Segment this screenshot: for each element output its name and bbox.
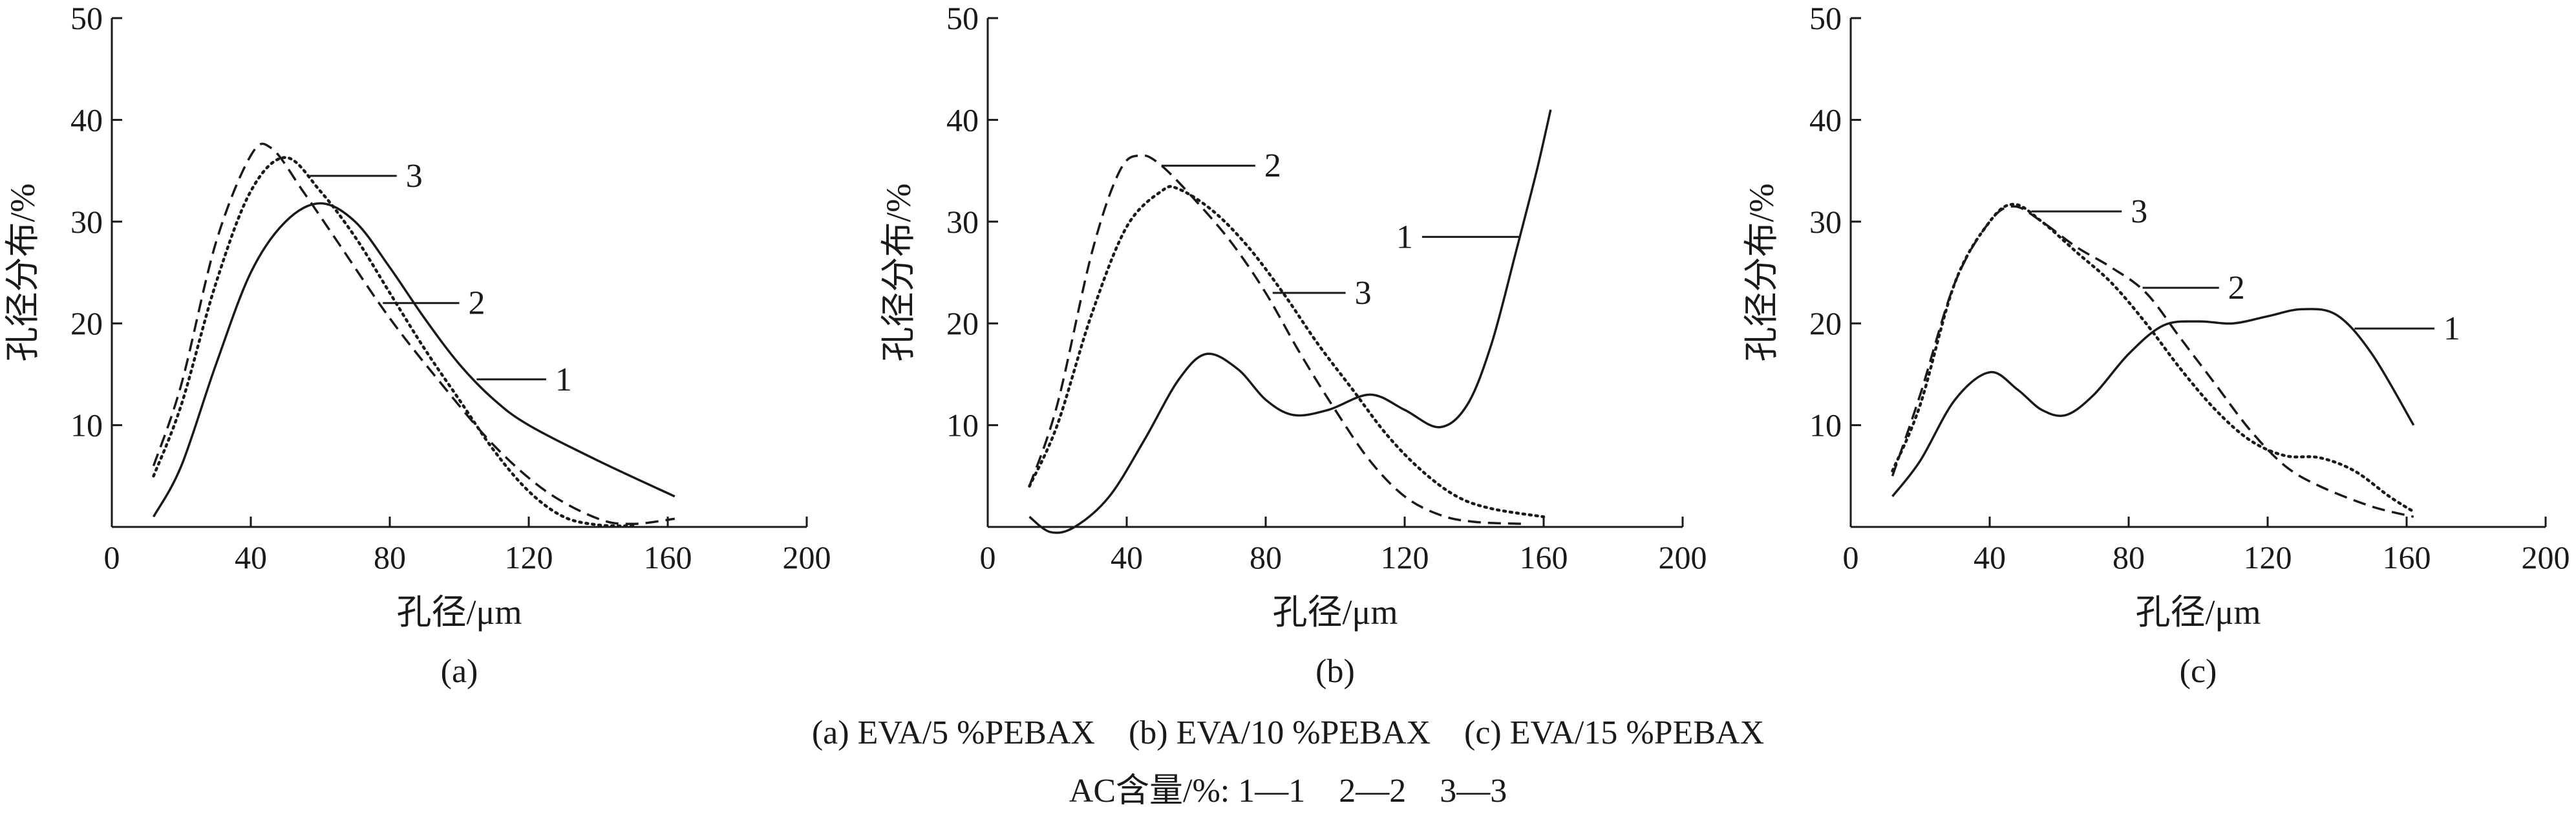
panel-a-y-tick-label: 20 bbox=[70, 305, 103, 341]
panel-a-y-tick-label: 10 bbox=[70, 407, 103, 444]
panel-a-annotation-3-label: 3 bbox=[406, 158, 423, 195]
panel-a-panel-label: (a) bbox=[441, 653, 478, 690]
panel-a-series-3-line bbox=[152, 156, 635, 528]
panel-b-y-axis-label: 孔径分布/% bbox=[879, 184, 918, 362]
panel-b-y-tick-label: 20 bbox=[946, 305, 979, 341]
panel-c-x-tick-label: 200 bbox=[2522, 539, 2570, 575]
panel-a-annotation-2-label: 2 bbox=[469, 285, 485, 322]
figure-caption-panels: (a) EVA/5 %PEBAX (b) EVA/10 %PEBAX (c) E… bbox=[811, 714, 1765, 751]
panel-b-y-tick-label: 50 bbox=[946, 0, 979, 36]
panel-c: 0 40 80 120 160 200 10 20 30 40 50 孔径/μm 孔径分布/% (c) 1 2… bbox=[1742, 0, 2570, 690]
panel-b-annotation-3-label: 3 bbox=[1355, 275, 1372, 312]
panel-c-annotation-1-label: 1 bbox=[2443, 310, 2460, 347]
panel-a-x-tick-label: 80 bbox=[374, 539, 406, 575]
panel-b-x-tick-label: 160 bbox=[1520, 539, 1568, 575]
panel-b: 0 40 80 120 160 200 10 20 30 40 50 孔径/μm 孔径分布/% (b) 1 2… bbox=[879, 0, 1707, 690]
panel-c-y-tick-label: 10 bbox=[1809, 407, 1842, 444]
panel-b-panel-label: (b) bbox=[1315, 653, 1355, 690]
panel-b-y-tick-label: 10 bbox=[946, 407, 979, 444]
panel-c-series-3-line bbox=[1891, 202, 2416, 513]
panel-c-y-tick-label: 40 bbox=[1809, 102, 1842, 138]
panel-a-y-tick-label: 40 bbox=[70, 102, 103, 138]
panel-a-y-tick-label: 30 bbox=[70, 204, 103, 240]
panel-c-x-tick-label: 40 bbox=[1974, 539, 2006, 575]
panel-a-series-1-line bbox=[152, 202, 676, 518]
panel-c-x-tick-label: 120 bbox=[2244, 539, 2292, 575]
panel-c-y-tick-label: 30 bbox=[1809, 204, 1842, 240]
panel-a: 0 40 80 120 160 200 10 20 30 40 50 孔径/μm 孔径分布/% (a) 1 2… bbox=[3, 0, 831, 690]
panel-c-x-axis-label: 孔径/μm bbox=[2136, 593, 2261, 632]
panel-b-y-tick-label: 30 bbox=[946, 204, 979, 240]
panel-b-series-2-line bbox=[1028, 154, 1527, 526]
panel-b-series-1-line bbox=[1028, 109, 1552, 534]
panel-c-series-2-line bbox=[1891, 205, 2414, 518]
panel-a-y-axis-label: 孔径分布/% bbox=[3, 184, 42, 362]
panel-a-x-tick-label: 0 bbox=[104, 539, 120, 575]
panel-a-annotation-1-label: 1 bbox=[555, 361, 572, 398]
panel-c-y-tick-label: 20 bbox=[1809, 305, 1842, 341]
panel-c-y-tick-label: 50 bbox=[1809, 0, 1842, 36]
panel-b-annotation-2-label: 2 bbox=[1264, 147, 1281, 184]
panel-a-y-tick-label: 50 bbox=[70, 0, 103, 36]
panel-a-x-tick-label: 160 bbox=[644, 539, 692, 575]
panel-b-x-tick-label: 80 bbox=[1250, 539, 1282, 575]
panel-c-panel-label: (c) bbox=[2180, 653, 2217, 690]
panel-a-x-tick-label: 200 bbox=[783, 539, 831, 575]
figure-caption-ac-content: AC含量/%: 1—1 2—2 3—3 bbox=[1069, 773, 1507, 809]
panel-c-annotation-3-label: 3 bbox=[2131, 193, 2147, 230]
panel-b-annotation-1-label: 1 bbox=[1396, 219, 1413, 255]
panel-c-y-axis-label: 孔径分布/% bbox=[1742, 184, 1781, 362]
panel-b-x-tick-label: 120 bbox=[1381, 539, 1429, 575]
panel-a-series-2-line bbox=[152, 142, 676, 526]
panel-b-y-tick-label: 40 bbox=[946, 102, 979, 138]
panel-a-x-tick-label: 120 bbox=[505, 539, 553, 575]
panel-b-x-tick-label: 200 bbox=[1659, 539, 1707, 575]
panel-a-x-tick-label: 40 bbox=[235, 539, 267, 575]
panel-c-x-tick-label: 0 bbox=[1843, 539, 1859, 575]
panel-b-x-tick-label: 0 bbox=[980, 539, 996, 575]
panel-c-annotation-2-label: 2 bbox=[2228, 270, 2245, 306]
panel-b-x-axis-label: 孔径/μm bbox=[1273, 593, 1398, 632]
panel-b-x-tick-label: 40 bbox=[1111, 539, 1143, 575]
panel-c-x-tick-label: 160 bbox=[2383, 539, 2431, 575]
panel-c-x-tick-label: 80 bbox=[2113, 539, 2145, 575]
panel-a-x-axis-label: 孔径/μm bbox=[397, 593, 522, 632]
panel-c-series-1-line bbox=[1891, 308, 2415, 497]
panel-b-series-3-line bbox=[1028, 185, 1546, 519]
